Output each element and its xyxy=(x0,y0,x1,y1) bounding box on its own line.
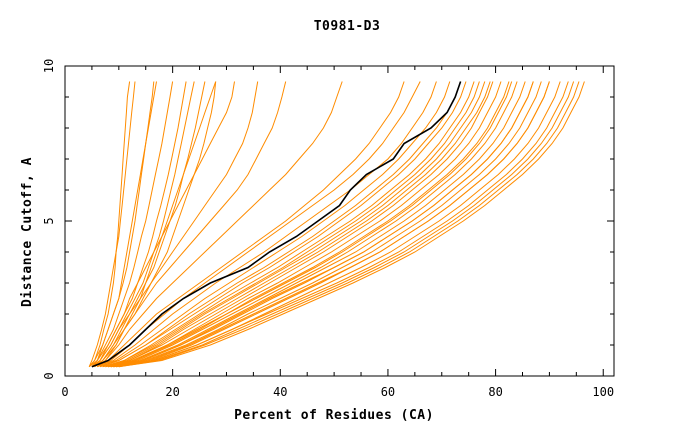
series-line-m36 xyxy=(110,81,534,368)
series-line-m17 xyxy=(99,81,451,368)
ticks-layer xyxy=(64,65,614,377)
series-line-m39 xyxy=(118,81,580,368)
tick-labels-layer: 0 20 40 60 80 100 0 5 10 xyxy=(42,59,614,399)
series-line-m08 xyxy=(91,81,157,368)
series-line-m25 xyxy=(108,81,526,368)
series-line-m18 xyxy=(99,81,462,368)
y-axis-title: Distance Cutoff, A xyxy=(20,157,35,307)
series-line-m26 xyxy=(110,81,534,368)
series-line-m23 xyxy=(105,81,510,368)
series-line-m16 xyxy=(97,81,437,368)
y-tick-label: 10 xyxy=(42,59,56,73)
series-line-m31 xyxy=(118,81,585,368)
x-tick-label: 100 xyxy=(592,385,614,399)
x-axis-title: Percent of Residues (CA) xyxy=(234,408,434,423)
series-line-m33 xyxy=(105,81,491,368)
series-line-m21 xyxy=(102,81,494,368)
x-tick-label: 60 xyxy=(381,385,395,399)
series-line-m40 xyxy=(96,81,217,368)
series-line-m34 xyxy=(107,81,513,368)
series-line-m03 xyxy=(88,81,174,368)
series-line-m06 xyxy=(91,81,206,368)
series-line-m32 xyxy=(102,81,480,368)
series-line-m29 xyxy=(113,81,561,368)
series-line-m30 xyxy=(116,81,575,368)
y-tick-label: 5 xyxy=(42,217,56,224)
series-line-m22 xyxy=(105,81,502,368)
series-line-m38 xyxy=(116,81,569,368)
series-line-m13 xyxy=(94,81,343,368)
series-line-m19 xyxy=(102,81,475,368)
series-line-m35 xyxy=(99,81,467,368)
highlight-layer xyxy=(91,81,462,368)
series-line-m04 xyxy=(91,81,187,368)
series-line-m14 xyxy=(97,81,405,368)
y-tick-label: 0 xyxy=(42,372,56,379)
series-line-m24 xyxy=(107,81,518,368)
series-line-m27 xyxy=(110,81,542,368)
series-line-m37 xyxy=(113,81,550,368)
x-tick-label: 80 xyxy=(488,385,502,399)
series-line-m09 xyxy=(88,81,136,367)
series-line-m11 xyxy=(91,81,259,368)
x-tick-label: 0 xyxy=(61,385,68,399)
series-layer xyxy=(88,81,585,368)
series-line-m20 xyxy=(102,81,486,368)
chart-title: T0981-D3 xyxy=(314,19,381,34)
highlight-series-line xyxy=(91,81,462,368)
x-tick-label: 40 xyxy=(273,385,287,399)
series-line-m01 xyxy=(88,81,131,368)
series-line-m10 xyxy=(91,81,235,368)
x-tick-label: 20 xyxy=(165,385,179,399)
